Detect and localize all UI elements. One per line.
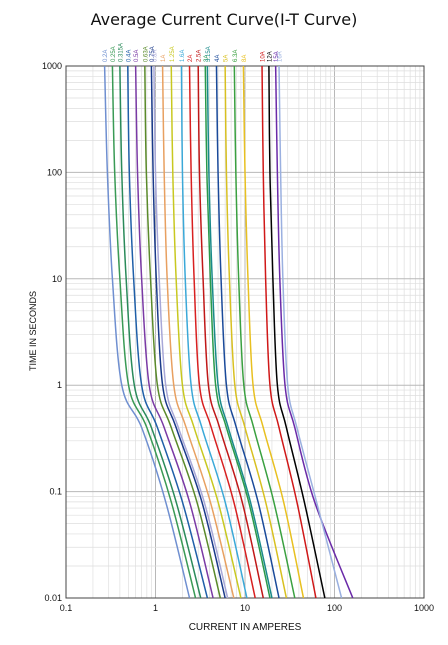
legend-label: 2.5A [197, 50, 203, 62]
series-line-0-2A [103, 65, 191, 599]
series-line-16A [278, 65, 343, 599]
series-line-2A [188, 65, 256, 599]
x-tick-label: 1000 [414, 603, 434, 613]
series-line-5A [224, 65, 288, 599]
legend-label: 5A [224, 55, 230, 62]
y-tick-label: 1000 [42, 61, 62, 71]
series-line-1-6A [180, 65, 248, 599]
y-tick-label: 0.01 [44, 593, 62, 603]
legend-label: 8A [242, 55, 248, 62]
legend-label: 1.6A [180, 50, 186, 62]
series-line-0-315A [119, 65, 202, 599]
legend-label: 0.75A [150, 46, 156, 62]
legend-label: 0.4A [126, 50, 132, 62]
series-line-15A [274, 65, 354, 599]
series-line-8A [242, 65, 305, 599]
series-line-10A [261, 65, 317, 599]
legend-label: 0.8A [152, 50, 158, 62]
series-line-0-8A [153, 65, 229, 599]
x-tick-label: 100 [327, 603, 342, 613]
legend-label: 3A [204, 55, 210, 62]
legend-label: 0.25A [111, 46, 117, 62]
legend-label: 10A [261, 51, 267, 62]
y-axis-label: TIME IN SECONDS [28, 290, 38, 372]
legend-label: 1A [161, 55, 167, 62]
series-line-6-3A [233, 65, 296, 599]
legend-label: 12A [267, 51, 273, 62]
x-tick-label: 1 [153, 603, 158, 613]
x-tick-label: 0.1 [60, 603, 73, 613]
x-tick-label: 10 [240, 603, 250, 613]
x-axis-label: CURRENT IN AMPERES [188, 622, 302, 633]
legend-label: 6.3A [233, 50, 239, 62]
series-line-3A [204, 65, 271, 599]
series-layer [103, 65, 354, 599]
y-tick-label: 1 [57, 380, 62, 390]
legend-label: 15A [274, 51, 280, 62]
legend-label: 0.315A [118, 43, 124, 62]
legend-label: 3.15A [206, 46, 212, 62]
series-line-0-5A [134, 65, 214, 599]
y-tick-label: 10 [52, 274, 62, 284]
series-line-1A [161, 65, 235, 599]
legend-label: 0.2A [103, 50, 109, 62]
legend-label: 0.63A [143, 46, 149, 62]
series-line-3-15A [206, 65, 273, 599]
y-tick-label: 0.1 [49, 487, 62, 497]
legend-label: 1.25A [170, 46, 176, 62]
series-line-12A [268, 65, 326, 599]
legend-label: 2A [188, 55, 194, 62]
series-line-0-25A [111, 65, 197, 599]
legend-label: 16A [278, 51, 284, 62]
series-line-4A [215, 65, 280, 599]
plot-border [65, 65, 425, 599]
series-line-0-75A [150, 65, 226, 599]
legend-label: 0.5A [134, 50, 140, 62]
series-line-0-63A [144, 65, 222, 599]
series-line-0-4A [127, 65, 209, 599]
legend-label: 4A [215, 55, 221, 62]
series-line-2-5A [197, 65, 265, 599]
y-tick-label: 100 [47, 167, 62, 177]
chart-title: Average Current Curve(I-T Curve) [90, 10, 358, 29]
series-line-1-25A [170, 65, 242, 599]
